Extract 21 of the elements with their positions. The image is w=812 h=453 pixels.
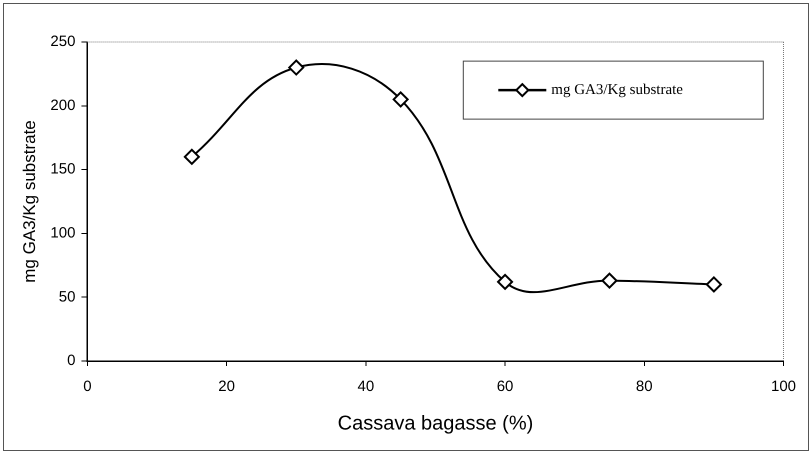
x-axis-title: Cassava bagasse (%) [338, 412, 534, 435]
point [706, 276, 722, 292]
point [497, 274, 514, 290]
point [392, 91, 409, 108]
x-tick-label: 100 [770, 378, 796, 396]
legend-label: mg GA3/Kg substrate [551, 82, 684, 98]
x-tick-label: 80 [636, 378, 653, 396]
x-tick-label: 60 [496, 378, 514, 396]
point [288, 60, 304, 76]
x-tick-label: 0 [83, 378, 92, 396]
y-tick-label: 0 [67, 352, 76, 370]
point [184, 148, 200, 165]
y-tick-label: 50 [58, 288, 76, 306]
x-tick-label: 20 [218, 378, 235, 396]
y-tick-label: 250 [50, 33, 76, 50]
y-axis-title: mg GA3/Kg substrate [20, 120, 39, 283]
y-tick-label: 200 [50, 96, 76, 114]
point [601, 272, 618, 289]
y-tick-label: 150 [50, 160, 76, 178]
x-tick-label: 40 [358, 378, 374, 396]
y-tick-label: 100 [50, 224, 76, 242]
